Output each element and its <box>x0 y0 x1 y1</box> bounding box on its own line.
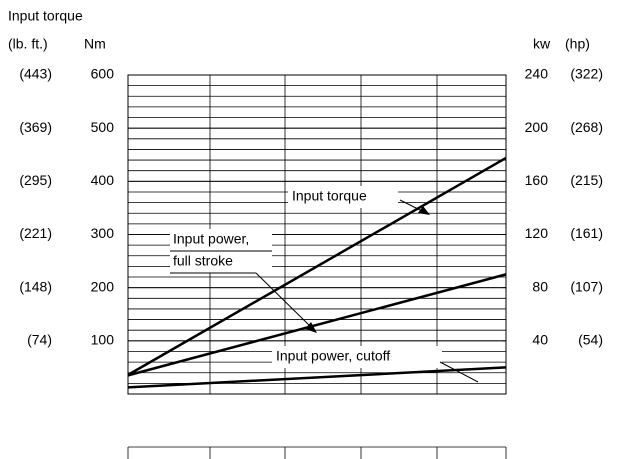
y-tick-label-alt: (74) <box>27 332 52 348</box>
y-tick-label-alt: (295) <box>19 172 52 188</box>
leader <box>255 272 315 331</box>
y2-tick-label: 120 <box>525 225 549 241</box>
annotation: full stroke <box>173 253 233 269</box>
lower-frame <box>127 446 507 459</box>
y2-tick-label-alt: (215) <box>570 172 603 188</box>
series-line <box>127 156 507 376</box>
y-tick-label: 600 <box>91 66 115 82</box>
annotation: Input torque <box>292 188 367 204</box>
y2-tick-label-alt: (322) <box>570 66 603 82</box>
y-tick-label: 400 <box>91 172 115 188</box>
series-line <box>127 366 507 389</box>
y-tick-label: 300 <box>91 225 115 241</box>
axis-title: Input torque <box>8 8 83 24</box>
y2-tick-label: 80 <box>532 278 548 294</box>
y2-tick-label-alt: (161) <box>570 225 603 241</box>
y-tick-label-alt: (148) <box>19 278 52 294</box>
series-line <box>127 273 507 377</box>
y-tick-label: 100 <box>91 332 115 348</box>
y-unit: Nm <box>84 36 106 52</box>
y-tick-label: 200 <box>91 278 115 294</box>
y-tick-label: 500 <box>91 119 115 135</box>
arrow-head <box>305 322 317 333</box>
y2-tick-label-alt: (107) <box>570 278 603 294</box>
y2-tick-label: 160 <box>525 172 549 188</box>
label-bg <box>272 346 442 368</box>
y2-tick-label-alt: (268) <box>570 119 603 135</box>
y-unit-alt: (lb. ft.) <box>8 36 48 52</box>
y-tick-label-alt: (369) <box>19 119 52 135</box>
y2-unit: kw <box>533 36 551 52</box>
y2-tick-label: 40 <box>532 332 548 348</box>
y2-tick-label: 200 <box>525 119 549 135</box>
annotation: Input power, <box>173 231 249 247</box>
leader <box>439 361 479 383</box>
arrow-head <box>418 206 430 215</box>
y-tick-label-alt: (443) <box>19 66 52 82</box>
y2-tick-label-alt: (54) <box>578 332 603 348</box>
y-tick-label-alt: (221) <box>19 225 52 241</box>
annotation: Input power, cutoff <box>276 348 390 364</box>
y2-unit-alt: (hp) <box>565 36 590 52</box>
label-bg <box>288 186 398 208</box>
y2-tick-label: 240 <box>525 66 549 82</box>
